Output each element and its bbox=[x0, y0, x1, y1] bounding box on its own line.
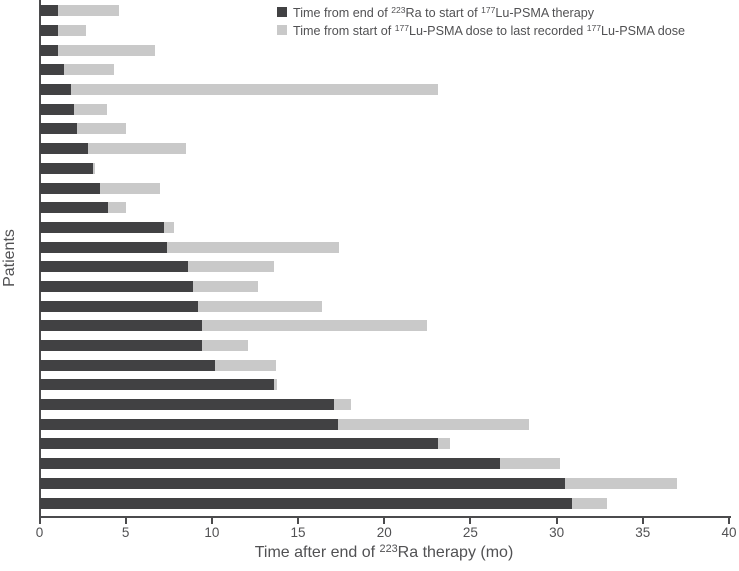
bar-segment-ra-to-lupsma bbox=[39, 24, 59, 36]
x-tick-mark bbox=[555, 518, 558, 524]
y-axis-line bbox=[38, 0, 41, 518]
bar-segment-ra-to-lupsma bbox=[39, 320, 202, 332]
bar-segment-ra-to-lupsma bbox=[39, 280, 193, 292]
bar-segment-ra-to-lupsma bbox=[39, 182, 100, 194]
bar-segment-ra-to-lupsma bbox=[39, 44, 59, 56]
bar-segment-lupsma-duration bbox=[99, 182, 161, 194]
bar-segment-lupsma-duration bbox=[273, 379, 278, 391]
bar-segment-ra-to-lupsma bbox=[39, 202, 109, 214]
x-tick-mark bbox=[210, 518, 213, 524]
x-tick-label: 30 bbox=[549, 525, 565, 540]
x-tick-label: 20 bbox=[376, 525, 392, 540]
x-tick-label: 40 bbox=[721, 525, 737, 540]
bar-segment-lupsma-duration bbox=[198, 300, 323, 312]
isotope-superscript: 177 bbox=[586, 22, 602, 33]
x-tick-mark bbox=[728, 518, 730, 524]
bar-segment-ra-to-lupsma bbox=[39, 64, 64, 76]
label-text: Time from end of bbox=[293, 5, 392, 20]
bar-segment-lupsma-duration bbox=[58, 5, 119, 17]
bar-segment-ra-to-lupsma bbox=[39, 84, 71, 96]
bar-segment-ra-to-lupsma bbox=[39, 379, 274, 391]
legend-item-label: Time from start of 177Lu-PSMA dose to la… bbox=[293, 23, 685, 38]
bar-segment-ra-to-lupsma bbox=[39, 497, 573, 509]
bar-segment-ra-to-lupsma bbox=[39, 458, 500, 470]
bar-segment-lupsma-duration bbox=[87, 143, 186, 155]
bar-segment-lupsma-duration bbox=[201, 320, 428, 332]
bar-segment-lupsma-duration bbox=[73, 103, 107, 115]
legend: Time from end of 223Ra to start of 177Lu… bbox=[277, 3, 685, 39]
bar-segment-ra-to-lupsma bbox=[39, 300, 199, 312]
bar-segment-ra-to-lupsma bbox=[39, 261, 188, 273]
bar-segment-lupsma-duration bbox=[92, 162, 95, 174]
bar-segment-ra-to-lupsma bbox=[39, 399, 335, 411]
bar-segment-lupsma-duration bbox=[58, 24, 87, 36]
x-tick-label: 15 bbox=[290, 525, 306, 540]
x-tick-mark bbox=[469, 518, 472, 524]
legend-swatch bbox=[277, 25, 287, 35]
y-axis-title: Patients bbox=[1, 229, 18, 287]
bar-segment-lupsma-duration bbox=[108, 202, 126, 214]
x-tick-label: 5 bbox=[121, 525, 130, 540]
bar-segment-lupsma-duration bbox=[337, 418, 530, 430]
bar-segment-ra-to-lupsma bbox=[39, 477, 566, 489]
label-text: Time after end of bbox=[254, 543, 380, 561]
x-tick-label: 10 bbox=[204, 525, 220, 540]
bar-segment-ra-to-lupsma bbox=[39, 103, 74, 115]
label-text: Ra to start of bbox=[405, 5, 482, 20]
x-tick-mark bbox=[641, 518, 644, 524]
label-text: Lu-PSMA dose to last recorded bbox=[408, 23, 587, 38]
bar-segment-lupsma-duration bbox=[499, 458, 561, 470]
x-tick-mark bbox=[38, 518, 41, 524]
bar-segment-ra-to-lupsma bbox=[39, 143, 88, 155]
bar-segment-lupsma-duration bbox=[70, 84, 438, 96]
x-tick-label: 35 bbox=[635, 525, 651, 540]
bar-segment-lupsma-duration bbox=[58, 44, 155, 56]
label-text: Lu-PSMA therapy bbox=[495, 5, 595, 20]
legend-item-label: Time from end of 223Ra to start of 177Lu… bbox=[293, 5, 594, 20]
x-tick-label: 25 bbox=[462, 525, 478, 540]
label-text: Time from start of bbox=[293, 23, 395, 38]
isotope-superscript: 223 bbox=[391, 4, 406, 15]
bar-segment-ra-to-lupsma bbox=[39, 438, 438, 450]
isotope-superscript: 177 bbox=[481, 4, 496, 15]
bar-segment-lupsma-duration bbox=[163, 221, 174, 233]
bar-segment-lupsma-duration bbox=[167, 241, 340, 253]
x-tick-label: 0 bbox=[35, 525, 44, 540]
x-tick-mark bbox=[297, 518, 300, 524]
bar-segment-lupsma-duration bbox=[192, 280, 259, 292]
legend-swatch bbox=[277, 7, 287, 17]
bar-segment-ra-to-lupsma bbox=[39, 221, 164, 233]
isotope-superscript: 177 bbox=[394, 22, 409, 33]
bar-segment-ra-to-lupsma bbox=[39, 359, 216, 371]
x-axis-line bbox=[38, 516, 731, 518]
legend-item: Time from end of 223Ra to start of 177Lu… bbox=[277, 3, 685, 21]
bar-segment-lupsma-duration bbox=[63, 64, 114, 76]
bar-segment-ra-to-lupsma bbox=[39, 340, 202, 352]
label-text: Lu-PSMA dose bbox=[601, 23, 686, 38]
bar-segment-lupsma-duration bbox=[187, 261, 274, 273]
bar-segment-ra-to-lupsma bbox=[39, 241, 168, 253]
legend-item: Time from start of 177Lu-PSMA dose to la… bbox=[277, 21, 685, 39]
bar-segment-ra-to-lupsma bbox=[39, 418, 338, 430]
isotope-superscript: 223 bbox=[379, 543, 398, 555]
bar-segment-lupsma-duration bbox=[77, 123, 126, 135]
bar-segment-lupsma-duration bbox=[201, 340, 249, 352]
bar-segment-lupsma-duration bbox=[215, 359, 276, 371]
bar-segment-lupsma-duration bbox=[437, 438, 450, 450]
x-tick-mark bbox=[383, 518, 386, 524]
bar-segment-lupsma-duration bbox=[334, 399, 352, 411]
bar-segment-lupsma-duration bbox=[572, 497, 607, 509]
bar-segment-ra-to-lupsma bbox=[39, 123, 78, 135]
bar-segment-ra-to-lupsma bbox=[39, 162, 93, 174]
x-tick-mark bbox=[124, 518, 127, 524]
x-axis-title: Time after end of 223Ra therapy (mo) bbox=[255, 543, 514, 562]
bar-segment-lupsma-duration bbox=[565, 477, 678, 489]
bar-segment-ra-to-lupsma bbox=[39, 5, 59, 17]
label-text: Ra therapy (mo) bbox=[397, 543, 514, 561]
